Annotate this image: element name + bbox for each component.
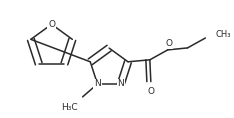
- Text: N: N: [117, 80, 124, 88]
- Text: CH₃: CH₃: [215, 30, 231, 38]
- Text: O: O: [165, 39, 172, 48]
- Text: O: O: [147, 87, 154, 96]
- Text: H₃C: H₃C: [61, 103, 78, 112]
- Text: N: N: [94, 80, 101, 88]
- Text: O: O: [48, 20, 55, 29]
